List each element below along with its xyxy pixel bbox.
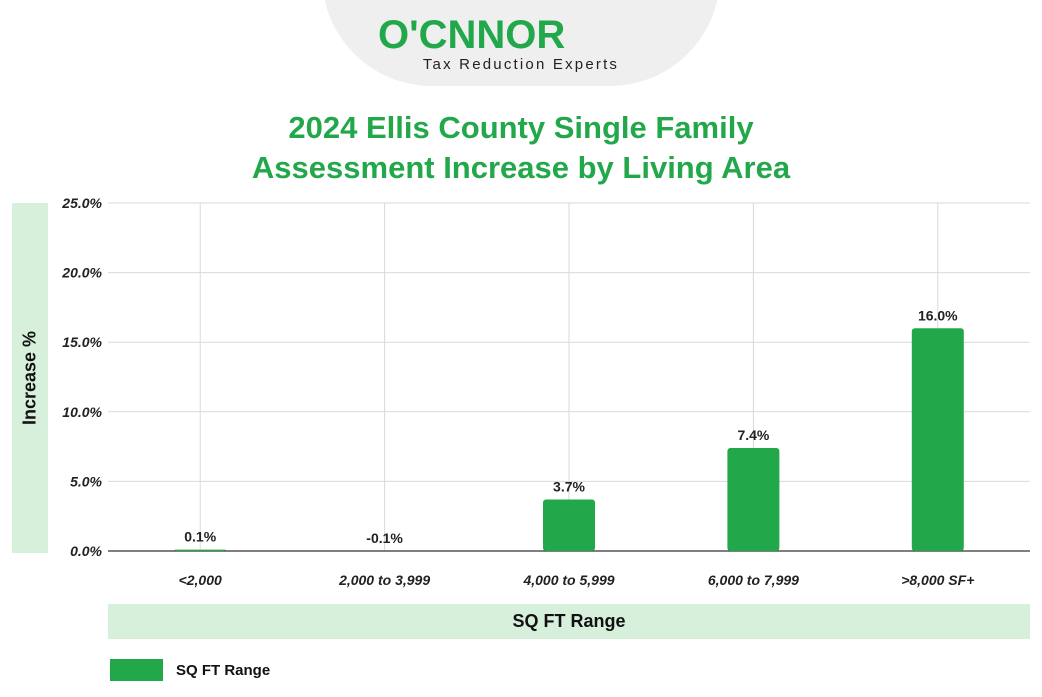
logo-name-prefix: O': [378, 13, 419, 57]
y-tick-label: 15.0%: [62, 334, 102, 350]
legend-swatch: [110, 659, 163, 681]
x-tick-label-0: <2,000: [179, 572, 222, 588]
oconnor-logo: O'CNNOR Tax Reduction Experts: [378, 13, 619, 73]
x-tick-label-4: >8,000 SF+: [901, 572, 974, 588]
svg-text:O'CNNOR: O'CNNOR: [378, 13, 565, 57]
legend-label: SQ FT Range: [176, 661, 271, 679]
y-tick-label: 0.0%: [70, 543, 102, 559]
x-tick-label-3: 6,000 to 7,999: [708, 572, 799, 588]
data-label-1: -0.1%: [366, 530, 403, 546]
y-axis-label-band: [12, 203, 48, 553]
bar-0: [174, 549, 227, 551]
x-axis-label: SQ FT Range: [512, 611, 626, 631]
y-tick-label: 5.0%: [70, 473, 102, 489]
logo-background: [322, 0, 720, 86]
data-label-0: 0.1%: [184, 529, 216, 545]
bar-2: [543, 499, 595, 551]
data-label-2: 3.7%: [553, 478, 585, 494]
x-tick-label-2: 4,000 to 5,999: [522, 572, 614, 588]
y-tick-label: 25.0%: [61, 195, 102, 211]
y-tick-label: 10.0%: [62, 404, 102, 420]
x-tick-label-1: 2,000 to 3,999: [338, 572, 430, 588]
y-tick-label: 20.0%: [61, 265, 102, 281]
x-axis-label-band: SQ FT Range: [108, 604, 1030, 639]
bar-4: [911, 328, 964, 551]
logo-tagline: Tax Reduction Experts: [423, 56, 619, 73]
bar-3: [727, 447, 780, 551]
chart-title-line1: 2024 Ellis County Single Family: [288, 110, 754, 145]
data-label-3: 7.4%: [737, 427, 769, 443]
data-label-4: 16.0%: [918, 307, 958, 323]
logo-name-rest: NNOR: [448, 13, 566, 57]
logo-name-c: C: [419, 13, 448, 57]
legend: SQ FT Range: [110, 659, 270, 681]
chart-title-line2: Assessment Increase by Living Area: [251, 150, 791, 185]
